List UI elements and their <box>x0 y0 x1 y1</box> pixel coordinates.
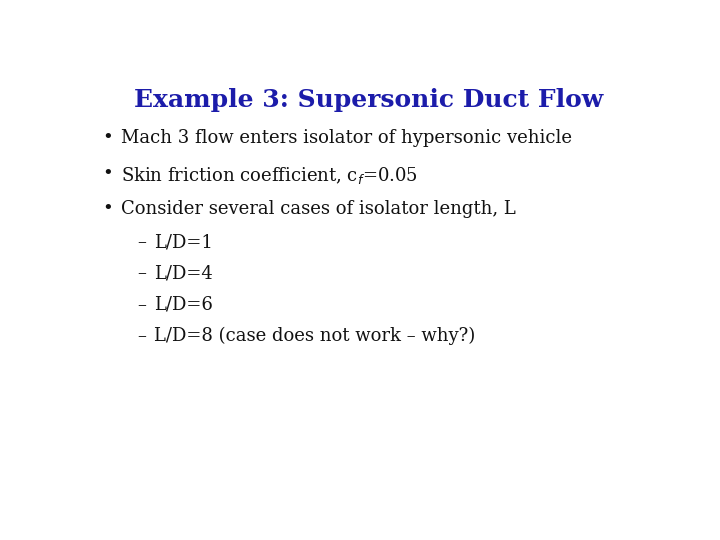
Text: L/D=8 (case does not work – why?): L/D=8 (case does not work – why?) <box>154 327 475 345</box>
Text: Skin friction coefficient, c$_f$=0.05: Skin friction coefficient, c$_f$=0.05 <box>121 165 418 186</box>
Text: L/D=4: L/D=4 <box>154 265 213 282</box>
Text: –: – <box>138 265 146 282</box>
Text: Consider several cases of isolator length, L: Consider several cases of isolator lengt… <box>121 200 516 218</box>
Text: L/D=1: L/D=1 <box>154 233 213 251</box>
Text: –: – <box>138 327 146 345</box>
Text: •: • <box>102 165 113 183</box>
Text: •: • <box>102 200 113 218</box>
Text: Mach 3 flow enters isolator of hypersonic vehicle: Mach 3 flow enters isolator of hypersoni… <box>121 129 572 147</box>
Text: –: – <box>138 295 146 314</box>
Text: L/D=6: L/D=6 <box>154 295 213 314</box>
Text: –: – <box>138 233 146 251</box>
Text: •: • <box>102 129 113 147</box>
Text: Example 3: Supersonic Duct Flow: Example 3: Supersonic Duct Flow <box>135 87 603 112</box>
